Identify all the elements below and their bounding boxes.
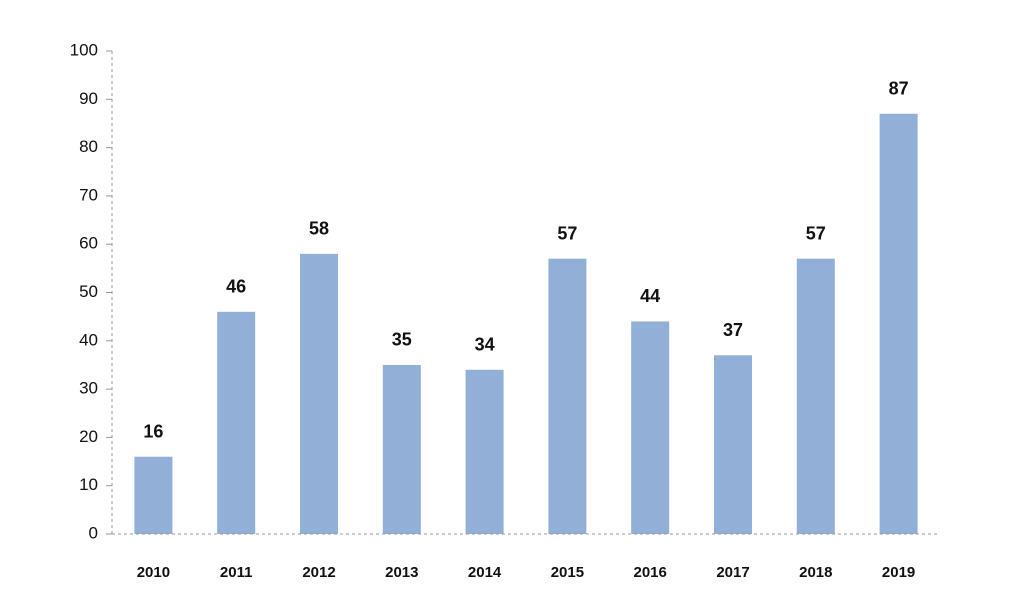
- value-label: 37: [723, 320, 743, 340]
- value-label: 46: [226, 277, 246, 297]
- x-tick-label: 2017: [716, 564, 749, 581]
- y-tick-label: 100: [70, 40, 98, 59]
- value-label: 34: [475, 335, 495, 355]
- x-tick-label: 2013: [385, 564, 418, 581]
- y-tick-label: 20: [79, 427, 98, 446]
- y-tick-label: 60: [79, 234, 98, 253]
- value-label: 57: [557, 223, 577, 243]
- value-label: 58: [309, 219, 329, 239]
- x-tick-label: 2010: [137, 564, 170, 581]
- x-tick-label: 2012: [302, 564, 335, 581]
- bar: [714, 355, 752, 534]
- x-tick-label: 2015: [551, 564, 584, 581]
- x-tick-label: 2011: [220, 564, 253, 581]
- y-tick-label: 0: [89, 523, 98, 542]
- value-label: 57: [806, 223, 826, 243]
- x-tick-label: 2014: [468, 564, 502, 581]
- y-tick-label: 80: [79, 137, 98, 156]
- y-tick-label: 50: [79, 282, 98, 301]
- x-tick-label: 2018: [799, 564, 832, 581]
- y-tick-label: 40: [79, 330, 98, 349]
- value-label: 44: [640, 286, 660, 306]
- bar: [217, 311, 256, 534]
- x-tick-label: 2019: [882, 564, 915, 581]
- bar: [796, 258, 835, 534]
- y-tick-label: 30: [79, 379, 98, 398]
- y-tick-label: 70: [79, 185, 98, 204]
- value-label: 87: [889, 79, 909, 99]
- bar: [382, 364, 421, 534]
- value-label: 35: [392, 330, 412, 350]
- bar: [631, 321, 670, 534]
- y-tick-label: 90: [79, 89, 98, 108]
- x-tick-label: 2016: [634, 564, 667, 581]
- y-tick-label: 10: [79, 475, 98, 494]
- bar: [879, 113, 918, 534]
- bar: [548, 258, 587, 534]
- bar: [465, 369, 504, 534]
- bar: [300, 253, 338, 535]
- bar: [134, 456, 173, 534]
- value-label: 16: [143, 421, 163, 441]
